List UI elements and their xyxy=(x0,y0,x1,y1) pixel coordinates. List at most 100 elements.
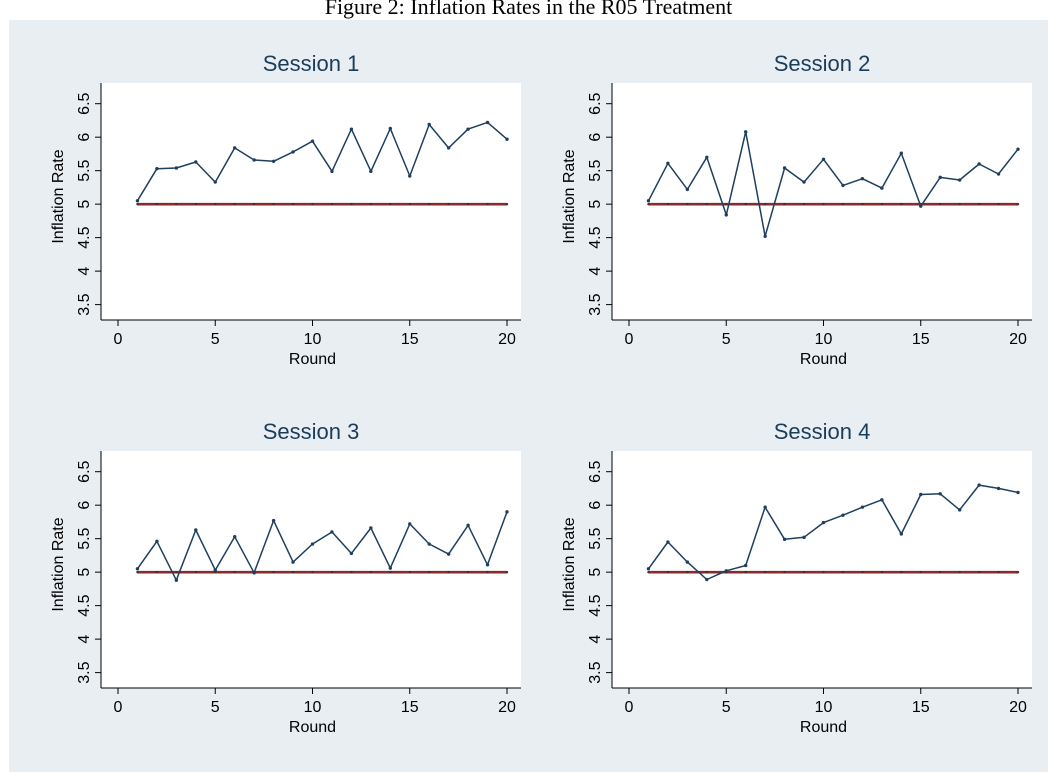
data-point-observed xyxy=(505,137,509,141)
data-point-observed xyxy=(899,532,903,536)
data-point-observed xyxy=(427,122,431,127)
data-point-observed xyxy=(763,505,767,509)
data-point-target xyxy=(647,570,650,574)
data-point-target xyxy=(763,202,767,206)
data-point-observed xyxy=(938,175,942,180)
data-point-target xyxy=(389,570,392,574)
data-point-observed xyxy=(821,520,826,525)
data-point-observed xyxy=(841,183,845,188)
data-point-observed xyxy=(388,566,392,570)
data-point-target xyxy=(977,570,981,574)
data-point-target xyxy=(686,570,689,574)
x-tick-label: 10 xyxy=(815,331,833,348)
x-tick-label: 0 xyxy=(114,331,123,348)
data-point-observed xyxy=(880,498,884,502)
y-tick-label: 6.5 xyxy=(76,460,93,482)
data-point-observed xyxy=(330,169,334,174)
data-point-target xyxy=(802,202,806,206)
data-point-target xyxy=(389,202,392,206)
data-point-target xyxy=(880,202,884,206)
data-point-target xyxy=(311,202,314,206)
data-point-target xyxy=(744,570,747,574)
data-point-target xyxy=(428,202,431,206)
x-tick-label: 10 xyxy=(815,699,833,716)
data-point-target xyxy=(466,202,470,206)
y-tick-label: 3.5 xyxy=(76,661,93,683)
x-tick-label: 15 xyxy=(912,699,930,716)
data-point-observed xyxy=(685,560,690,564)
data-point-target xyxy=(763,570,767,574)
x-tick-label: 15 xyxy=(401,331,419,348)
data-point-target xyxy=(428,570,431,574)
data-point-target xyxy=(350,570,353,574)
data-point-observed xyxy=(977,483,981,487)
data-point-target xyxy=(369,202,373,206)
data-point-target xyxy=(155,202,159,206)
x-tick-label: 0 xyxy=(625,331,634,348)
data-point-observed xyxy=(194,528,198,532)
data-point-observed xyxy=(1016,147,1020,151)
data-point-observed xyxy=(666,540,670,544)
data-point-observed xyxy=(427,542,431,546)
data-point-observed xyxy=(880,186,884,190)
data-point-observed xyxy=(1016,490,1020,495)
data-point-target xyxy=(861,202,864,206)
data-point-observed xyxy=(233,534,237,539)
data-point-observed xyxy=(369,169,373,174)
data-point-observed xyxy=(310,139,315,143)
data-point-observed xyxy=(977,162,981,166)
data-point-observed xyxy=(919,204,923,208)
data-point-observed xyxy=(330,530,334,534)
data-point-observed xyxy=(213,180,217,184)
data-point-target xyxy=(272,570,275,574)
data-point-target xyxy=(486,570,489,574)
x-tick-label: 20 xyxy=(1009,699,1027,716)
y-tick-label: 5 xyxy=(76,568,93,577)
data-point-observed xyxy=(957,178,962,182)
plot-region xyxy=(612,83,1032,320)
data-point-target xyxy=(841,570,845,574)
data-point-target xyxy=(155,570,159,574)
data-point-target xyxy=(330,570,334,574)
data-point-target xyxy=(447,202,450,206)
data-point-observed xyxy=(369,526,373,530)
data-point-observed xyxy=(666,161,670,165)
data-point-observed xyxy=(466,523,470,527)
data-point-observed xyxy=(174,166,179,170)
data-point-observed xyxy=(821,157,826,161)
y-tick-label: 4 xyxy=(587,635,604,644)
data-point-target xyxy=(958,570,961,574)
data-point-target xyxy=(647,202,650,206)
data-point-target xyxy=(666,202,670,206)
x-tick-label: 15 xyxy=(401,699,419,716)
data-point-observed xyxy=(233,146,237,150)
y-axis-title: Inflation Rate xyxy=(561,149,578,243)
y-tick-label: 4.5 xyxy=(587,594,604,616)
y-tick-label: 5.5 xyxy=(76,527,93,549)
data-point-observed xyxy=(194,160,198,164)
data-point-observed xyxy=(802,180,806,184)
data-point-observed xyxy=(271,159,276,163)
x-tick-label: 20 xyxy=(498,331,516,348)
data-point-target xyxy=(861,570,864,574)
chart-session-1: Session 1 0 5 10 15 20 Round 3.5 4 4.5 5 5.5 6 6.5 Inf… xyxy=(50,51,521,368)
data-point-target xyxy=(408,202,411,206)
data-point-observed xyxy=(485,563,490,567)
data-point-observed xyxy=(291,560,295,564)
x-tick-label: 15 xyxy=(912,331,930,348)
data-point-target xyxy=(136,570,139,574)
data-point-observed xyxy=(646,567,651,571)
data-point-target xyxy=(900,202,903,206)
data-point-target xyxy=(1016,570,1020,574)
plot-region xyxy=(612,451,1032,688)
data-point-observed xyxy=(388,126,392,131)
data-point-observed xyxy=(724,569,728,573)
data-point-observed xyxy=(646,199,651,203)
data-point-target xyxy=(272,202,275,206)
data-point-target xyxy=(505,570,509,574)
x-tick-label: 20 xyxy=(1009,331,1027,348)
series-line-observed xyxy=(647,484,1019,581)
data-point-target xyxy=(958,202,961,206)
x-tick-label: 5 xyxy=(722,699,731,716)
